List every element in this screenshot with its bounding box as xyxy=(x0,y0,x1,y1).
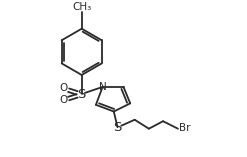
Text: S: S xyxy=(78,88,86,101)
Text: O: O xyxy=(59,83,67,93)
Text: CH₃: CH₃ xyxy=(72,2,91,12)
Text: Br: Br xyxy=(179,123,190,133)
Text: N: N xyxy=(99,82,106,92)
Text: S: S xyxy=(113,121,122,134)
Text: O: O xyxy=(59,95,67,105)
